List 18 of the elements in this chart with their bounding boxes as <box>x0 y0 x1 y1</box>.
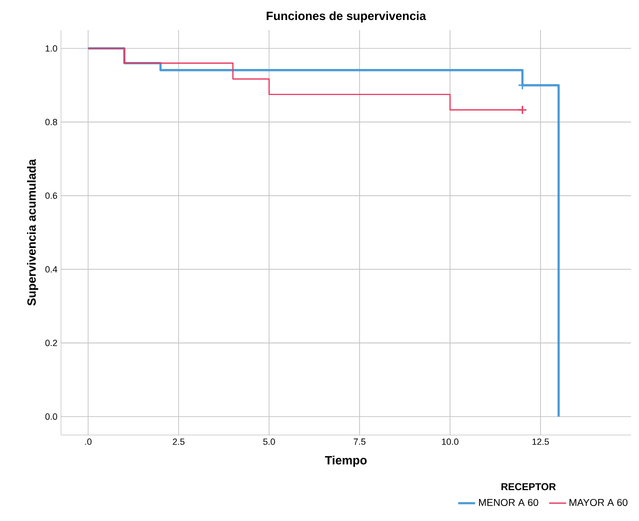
legend-label: MAYOR A 60 <box>570 498 628 506</box>
x-tick-label: 10.0 <box>442 438 458 445</box>
y-tick-label: 0.4 <box>45 266 58 272</box>
legend-title: RECEPTOR <box>501 483 556 490</box>
y-tick-label: 0.8 <box>45 118 58 126</box>
x-axis-title: Tiempo <box>325 456 367 467</box>
y-tick-label: 0.0 <box>45 413 58 420</box>
chart-title: Funciones de supervivencia <box>266 11 426 22</box>
x-tick-label: .0 <box>85 438 92 445</box>
y-axis-title: Supervivencia acumulada <box>27 159 38 306</box>
x-tick-label: 12.5 <box>532 438 549 445</box>
x-tick-label: 2.5 <box>172 438 184 445</box>
x-tick-label: 7.5 <box>354 438 366 445</box>
y-tick-label: 0.2 <box>45 340 58 346</box>
y-tick-label: 1.0 <box>46 45 58 52</box>
legend-label: MENOR A 60 <box>479 498 538 506</box>
x-tick-label: 5.0 <box>263 438 275 445</box>
y-tick-label: 0.6 <box>45 192 58 199</box>
